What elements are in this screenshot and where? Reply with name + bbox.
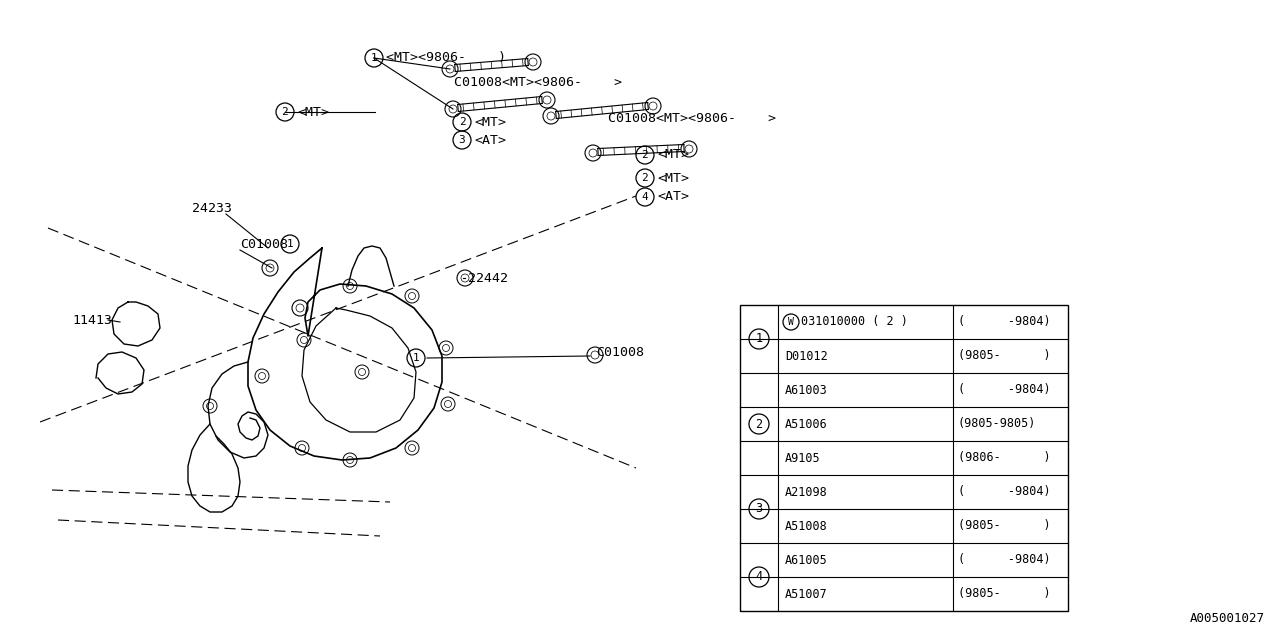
Text: 1: 1 xyxy=(287,239,293,249)
Text: 2: 2 xyxy=(641,173,649,183)
Text: (      -9804): ( -9804) xyxy=(957,316,1051,328)
Text: (9805-      ): (9805- ) xyxy=(957,349,1051,362)
Text: 24233: 24233 xyxy=(192,202,232,214)
Text: 2: 2 xyxy=(641,150,649,160)
Text: W: W xyxy=(788,317,794,327)
Text: C01008<MT><9806-    >: C01008<MT><9806- > xyxy=(454,76,622,88)
Text: 031010000 ( 2 ): 031010000 ( 2 ) xyxy=(801,316,908,328)
Text: 3: 3 xyxy=(458,135,466,145)
Text: <MT>: <MT> xyxy=(474,115,506,129)
Text: 1: 1 xyxy=(412,353,420,363)
Text: A9105: A9105 xyxy=(785,451,820,465)
Text: C01008: C01008 xyxy=(596,346,644,358)
Text: (9806-      ): (9806- ) xyxy=(957,451,1051,465)
Text: (      -9804): ( -9804) xyxy=(957,383,1051,397)
Text: <MT>: <MT> xyxy=(657,172,689,184)
Text: 2: 2 xyxy=(755,417,763,431)
Text: (9805-9805): (9805-9805) xyxy=(957,417,1037,431)
Text: <AT>: <AT> xyxy=(657,191,689,204)
Text: <AT>: <AT> xyxy=(474,134,506,147)
Text: 11413: 11413 xyxy=(72,314,113,326)
Bar xyxy=(740,305,1068,611)
Text: C01008: C01008 xyxy=(241,237,288,250)
Text: 4: 4 xyxy=(755,570,763,584)
Text: A005001027: A005001027 xyxy=(1190,612,1265,625)
Text: 22442: 22442 xyxy=(468,271,508,285)
Text: C01008<MT><9806-    >: C01008<MT><9806- > xyxy=(608,111,776,125)
Text: 2: 2 xyxy=(282,107,288,117)
Text: <MT><9806-    ): <MT><9806- ) xyxy=(387,51,506,65)
Text: 2: 2 xyxy=(458,117,466,127)
Text: <MT>: <MT> xyxy=(657,148,689,161)
Text: 3: 3 xyxy=(755,502,763,515)
Text: (9805-      ): (9805- ) xyxy=(957,520,1051,532)
Text: <MT>: <MT> xyxy=(297,106,329,118)
Text: 1: 1 xyxy=(755,333,763,346)
Text: 4: 4 xyxy=(641,192,649,202)
Text: A21098: A21098 xyxy=(785,486,828,499)
Text: 1: 1 xyxy=(371,53,378,63)
Text: (      -9804): ( -9804) xyxy=(957,554,1051,566)
Text: (9805-      ): (9805- ) xyxy=(957,588,1051,600)
Text: A61005: A61005 xyxy=(785,554,828,566)
Text: A61003: A61003 xyxy=(785,383,828,397)
Text: D01012: D01012 xyxy=(785,349,828,362)
Text: (      -9804): ( -9804) xyxy=(957,486,1051,499)
Text: A51006: A51006 xyxy=(785,417,828,431)
Text: A51007: A51007 xyxy=(785,588,828,600)
Text: A51008: A51008 xyxy=(785,520,828,532)
